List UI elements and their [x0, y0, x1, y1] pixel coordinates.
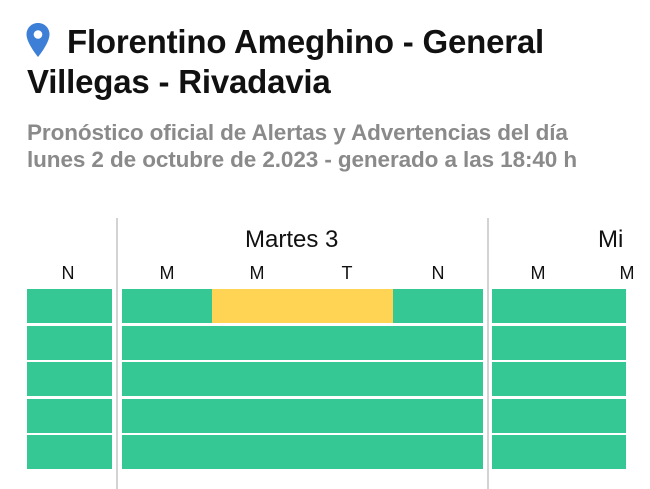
alert-cell-green[interactable]	[393, 325, 483, 360]
alert-cell-green[interactable]	[122, 398, 212, 433]
alert-cell-green[interactable]	[583, 435, 626, 469]
alert-cell-green[interactable]	[492, 362, 583, 396]
alert-cell-green[interactable]	[212, 325, 302, 360]
location-title: Florentino Ameghino - General Villegas - …	[27, 22, 637, 102]
alert-cell-green[interactable]	[122, 289, 212, 323]
period-label: N	[431, 263, 445, 283]
alert-cell-yellow[interactable]	[212, 289, 302, 323]
alert-timeline-grid[interactable]: Martes 3 Mi N M M T N M M	[0, 218, 650, 489]
alert-cell-green[interactable]	[27, 325, 112, 360]
alert-cell-green[interactable]	[302, 362, 393, 396]
alert-cell-green[interactable]	[27, 398, 112, 433]
location-title-line1: Florentino Ameghino - General	[67, 23, 545, 60]
forecast-subtitle-line2: lunes 2 de octubre de 2.023 - generado a…	[27, 147, 578, 172]
alert-cell-green[interactable]	[212, 435, 302, 469]
period-label: N	[61, 263, 75, 283]
alert-cell-green[interactable]	[583, 398, 626, 433]
alert-cell-green[interactable]	[212, 398, 302, 433]
alert-cell-green[interactable]	[492, 325, 583, 360]
alert-cell-green[interactable]	[122, 325, 212, 360]
alert-cell-green[interactable]	[583, 325, 626, 360]
location-title-line2: Villegas - Rivadavia	[27, 63, 331, 100]
alert-cell-green[interactable]	[302, 435, 393, 469]
alert-cell-green[interactable]	[393, 398, 483, 433]
alert-cell-green[interactable]	[212, 362, 302, 396]
day-divider	[116, 218, 118, 489]
period-label: T	[341, 263, 353, 283]
period-label: M	[530, 263, 546, 283]
alert-cell-green[interactable]	[302, 325, 393, 360]
alert-cell-green[interactable]	[393, 289, 483, 323]
alert-cell-green[interactable]	[27, 289, 112, 323]
alert-cell-yellow[interactable]	[302, 289, 393, 323]
forecast-subtitle-line1: Pronóstico oficial de Alertas y Adverten…	[27, 120, 568, 145]
day-header-miercoles: Mi	[598, 226, 624, 253]
alert-cell-green[interactable]	[492, 435, 583, 469]
alert-cell-green[interactable]	[492, 398, 583, 433]
forecast-subtitle: Pronóstico oficial de Alertas y Adverten…	[27, 119, 642, 173]
day-divider	[487, 218, 489, 489]
alert-cell-green[interactable]	[393, 362, 483, 396]
alert-cell-green[interactable]	[393, 435, 483, 469]
alert-cell-green[interactable]	[583, 362, 626, 396]
alert-cell-green[interactable]	[27, 362, 112, 396]
alert-cell-green[interactable]	[27, 435, 112, 469]
map-pin-icon	[26, 23, 50, 57]
alert-cell-green[interactable]	[583, 289, 626, 323]
alert-cell-green[interactable]	[122, 435, 212, 469]
period-label: M	[619, 263, 635, 283]
day-header-martes: Martes 3	[245, 226, 339, 253]
alert-cell-green[interactable]	[302, 398, 393, 433]
alert-cell-green[interactable]	[492, 289, 583, 323]
period-label: M	[249, 263, 265, 283]
period-label: M	[159, 263, 175, 283]
alert-cell-green[interactable]	[122, 362, 212, 396]
